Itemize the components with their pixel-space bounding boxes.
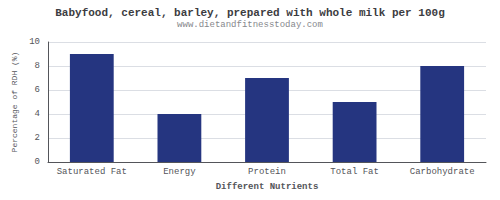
svg-text:Carbohydrate: Carbohydrate: [410, 167, 475, 177]
svg-text:10: 10: [29, 37, 40, 47]
svg-text:2: 2: [35, 133, 40, 143]
svg-text:www.dietandfitnesstoday.com: www.dietandfitnesstoday.com: [177, 20, 323, 30]
svg-text:6: 6: [35, 85, 40, 95]
svg-text:Protein: Protein: [248, 167, 286, 177]
svg-text:Different Nutrients: Different Nutrients: [216, 182, 319, 192]
svg-text:0: 0: [35, 157, 40, 167]
svg-text:Percentage of RDH (%): Percentage of RDH (%): [10, 52, 19, 153]
svg-text:8: 8: [35, 61, 40, 71]
svg-text:Total Fat: Total Fat: [330, 167, 379, 177]
svg-text:4: 4: [35, 109, 40, 119]
svg-text:Babyfood, cereal, barley, prep: Babyfood, cereal, barley, prepared with …: [55, 7, 444, 19]
svg-text:Saturated Fat: Saturated Fat: [57, 167, 127, 177]
svg-text:Energy: Energy: [163, 167, 196, 177]
